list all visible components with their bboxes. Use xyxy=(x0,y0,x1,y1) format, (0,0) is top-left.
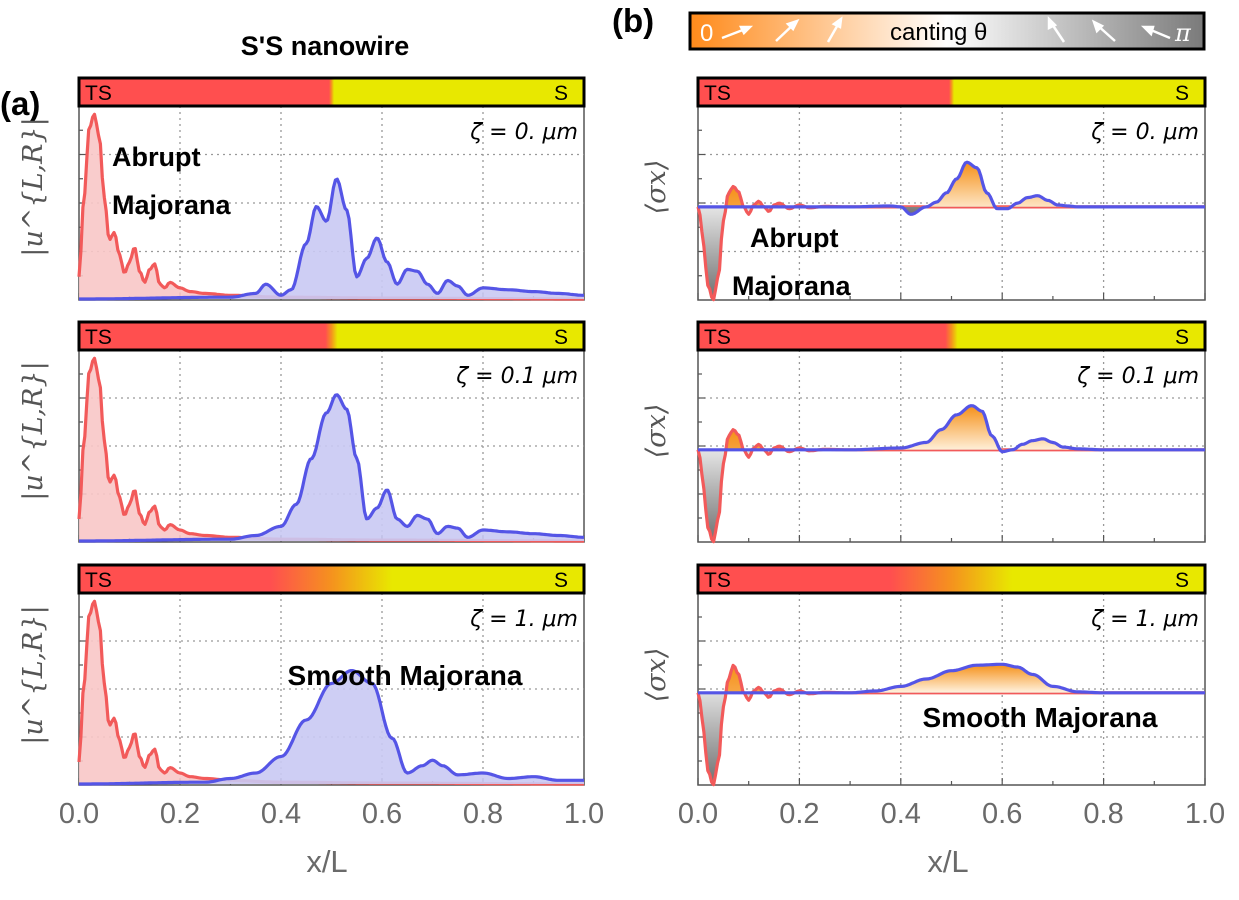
ts-label: TS xyxy=(704,569,731,592)
svg-text:⟨σx⟩: ⟨σx⟩ xyxy=(641,648,672,703)
panel-a-row-3: TS Sζ = 1. μm Smooth Majorana 0.0 0.2 0.4 0.6 0… xyxy=(59,563,604,830)
right-majorana-curve xyxy=(698,160,1205,216)
panel-a-ylabel-1: |u^{L,R}| xyxy=(18,117,49,256)
svg-text:|u^{L,R}|: |u^{L,R}| xyxy=(18,605,49,744)
s-label: S xyxy=(1175,82,1189,105)
x-tick-label: 0.8 xyxy=(463,798,503,830)
ts-label: TS xyxy=(85,326,112,349)
x-tick-label: 0.4 xyxy=(881,798,921,830)
right-majorana-fill xyxy=(79,179,584,299)
svg-text:⟨σx⟩: ⟨σx⟩ xyxy=(641,160,672,215)
canting-colorbar: 0 π canting θ xyxy=(688,11,1206,51)
right-majorana-curve xyxy=(79,669,584,786)
x-tick-label: 1.0 xyxy=(564,798,604,830)
x-tick-label: 0.4 xyxy=(261,798,301,830)
panel-b-label: (b) xyxy=(612,2,654,39)
annotation-text: Majorana xyxy=(112,190,232,220)
x-tick-label: 0.8 xyxy=(1083,798,1123,830)
ts-s-region-bar xyxy=(696,563,1207,595)
panel-a-row-2: TS Sζ = 0.1 μm xyxy=(77,320,586,543)
zeta-label: ζ = 1. μm xyxy=(469,607,578,632)
panel-a-xlabel: x/L xyxy=(306,844,347,879)
s-label: S xyxy=(554,82,568,105)
s-label: S xyxy=(1175,326,1189,349)
left-majorana-positive-fill xyxy=(725,186,846,207)
svg-text:⟨σx⟩: ⟨σx⟩ xyxy=(641,404,672,459)
arrow-icon xyxy=(1140,25,1171,40)
x-tick-label: 0.0 xyxy=(59,798,99,830)
zeta-label: ζ = 1. μm xyxy=(1090,607,1199,632)
ts-s-region-bar xyxy=(77,76,586,108)
zeta-label: ζ = 0. μm xyxy=(469,120,578,145)
svg-text:|u^{L,R}|: |u^{L,R}| xyxy=(18,117,49,256)
right-majorana-positive-fill xyxy=(698,405,1205,450)
arrow-icon xyxy=(721,25,754,40)
panel-b-row-3: TS Sζ = 1. μm Smooth Majorana 0.0 0.2 0.4 0.6 0… xyxy=(678,563,1225,830)
zeta-label: ζ = 0. μm xyxy=(1090,120,1199,145)
s-label: S xyxy=(554,569,568,592)
arrow-icon xyxy=(1047,15,1066,43)
colorbar-min-label: 0 xyxy=(700,20,713,47)
panel-a-label: (a) xyxy=(0,85,40,122)
panel-b-ylabel-3: ⟨σx⟩ xyxy=(641,648,672,703)
left-majorana-fill xyxy=(79,601,584,784)
x-tick-label: 0.6 xyxy=(982,798,1022,830)
annotation-text: Smooth Majorana xyxy=(923,702,1158,733)
left-majorana-fill xyxy=(79,114,584,299)
panel-a-row-1: TS Sζ = 0. μm Abrupt Majorana xyxy=(77,76,586,301)
annotation-text: Smooth Majorana xyxy=(288,660,523,691)
colorbar-max-label: π xyxy=(1174,19,1192,47)
right-majorana-curve xyxy=(79,393,584,543)
svg-text:|u^{L,R}|: |u^{L,R}| xyxy=(18,361,49,500)
ts-s-region-bar xyxy=(696,76,1207,108)
panel-a-ylabel-2: |u^{L,R}| xyxy=(18,361,49,500)
right-majorana-fill xyxy=(79,394,584,541)
ts-s-region-bar xyxy=(77,320,586,352)
annotation-text: Abrupt xyxy=(750,223,838,253)
panel-b-row-1: TS Sζ = 0. μm Abrupt Majorana xyxy=(696,76,1207,302)
colorbar-label: canting θ xyxy=(890,19,987,46)
right-majorana-curve xyxy=(79,177,584,301)
x-tick-label: 0.2 xyxy=(779,798,819,830)
figure-title: S'S nanowire xyxy=(241,31,409,61)
s-label: S xyxy=(1175,569,1189,592)
canting-arrows xyxy=(721,15,1171,43)
s-label: S xyxy=(554,326,568,349)
right-majorana-curve xyxy=(698,662,1205,695)
panel-b-xlabel: x/L xyxy=(927,844,968,879)
right-majorana-positive-fill xyxy=(854,162,1078,207)
right-majorana-curve xyxy=(698,404,1205,454)
panel-a-ylabel-3: |u^{L,R}| xyxy=(18,605,49,744)
panel-b-ylabel-1: ⟨σx⟩ xyxy=(641,160,672,215)
left-majorana-fill xyxy=(79,358,584,541)
arrow-icon xyxy=(775,18,800,42)
ts-label: TS xyxy=(704,82,731,105)
annotation-text: Abrupt xyxy=(112,142,200,172)
x-tick-label: 0.6 xyxy=(362,798,402,830)
ts-s-region-bar xyxy=(77,563,586,595)
annotation-text: Majorana xyxy=(732,271,852,301)
ts-label: TS xyxy=(704,326,731,349)
x-tick-label: 1.0 xyxy=(1185,798,1225,830)
ts-label: TS xyxy=(85,82,112,105)
arrow-icon xyxy=(1091,19,1116,42)
zeta-label: ζ = 0.1 μm xyxy=(455,364,578,389)
right-majorana-fill xyxy=(79,670,584,784)
zeta-label: ζ = 0.1 μm xyxy=(1076,364,1199,389)
x-tick-label: 0.2 xyxy=(160,798,200,830)
panel-b-ylabel-2: ⟨σx⟩ xyxy=(641,404,672,459)
ts-label: TS xyxy=(85,569,112,592)
colorbar-gradient xyxy=(688,11,1206,51)
panel-b-row-2: TS Sζ = 0.1 μm xyxy=(696,320,1207,544)
arrow-icon xyxy=(826,16,843,43)
right-majorana-positive-fill xyxy=(698,664,1205,693)
x-tick-label: 0.0 xyxy=(678,798,718,830)
ts-s-region-bar xyxy=(696,320,1207,352)
